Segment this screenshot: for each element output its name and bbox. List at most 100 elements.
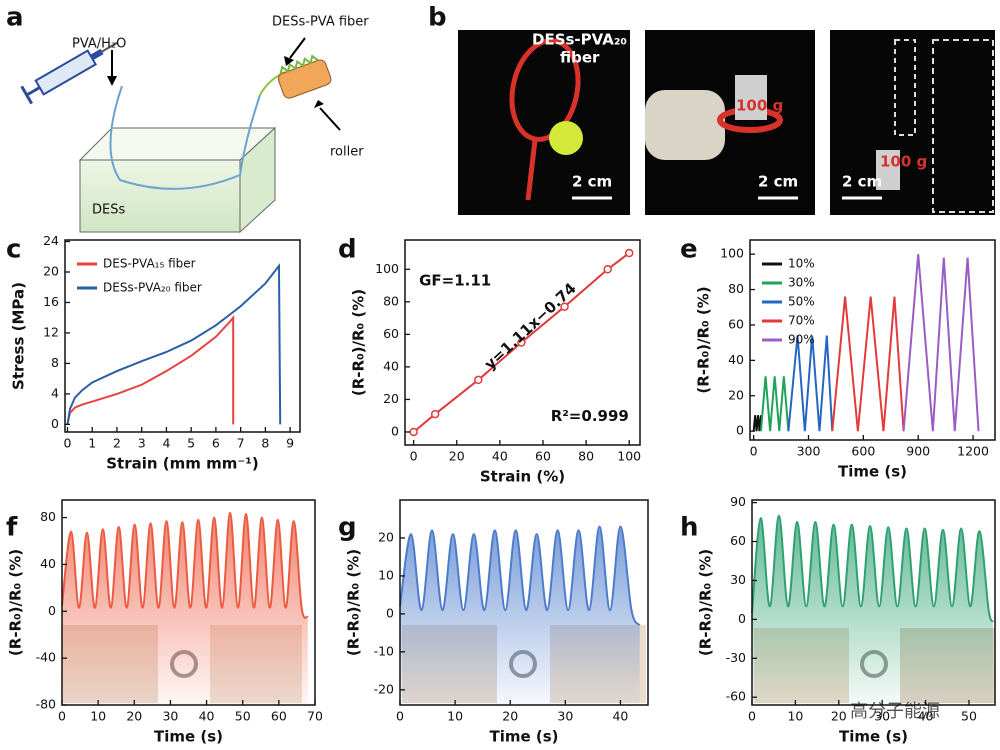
frame bbox=[404, 239, 641, 446]
annotation: y=1.11x−0.74 bbox=[481, 279, 580, 373]
x-tick-label: 8 bbox=[261, 436, 269, 451]
schematic: PVA/H₂O DESs-PVA fiber roller DESs bbox=[20, 15, 369, 234]
watermark: 高分子能源 bbox=[850, 701, 940, 722]
x-tick-label: 0 bbox=[748, 709, 756, 724]
chart: 0 10 20 30 40 50 60 70 -80 -40 0 40 80 Time (s) (R-R₀)… bbox=[7, 499, 323, 746]
y-tick-label: -60 bbox=[726, 689, 746, 704]
bath-label: DESs bbox=[92, 203, 125, 218]
line bbox=[751, 514, 994, 623]
x-tick-label: 300 bbox=[797, 444, 821, 459]
x-tick-label: 30 bbox=[557, 709, 573, 724]
y-tick-label: 40 bbox=[383, 358, 399, 373]
marker bbox=[409, 427, 418, 437]
x-tick-label: 10 bbox=[787, 709, 803, 724]
x-tick-label: 2 bbox=[113, 436, 121, 451]
x-axis-title: Time (s) bbox=[838, 463, 907, 481]
frame bbox=[751, 499, 996, 706]
y-tick-label: 20 bbox=[728, 387, 744, 402]
line bbox=[759, 376, 790, 432]
roller-label: roller bbox=[330, 145, 364, 160]
x-tick-label: 6 bbox=[212, 436, 220, 451]
x-tick-label: 0 bbox=[410, 449, 418, 464]
x-axis-title: Strain (mm mm⁻¹) bbox=[106, 455, 258, 473]
line bbox=[787, 335, 834, 432]
y-axis-title: (R-R₀)/R₀ (%) bbox=[345, 549, 363, 656]
panel-label: e bbox=[680, 235, 698, 265]
x-tick-label: 60 bbox=[535, 449, 551, 464]
marker bbox=[517, 338, 526, 347]
frame bbox=[399, 499, 649, 706]
annotation: GF=1.11 bbox=[419, 272, 491, 290]
y-tick-label: 10 bbox=[378, 567, 394, 582]
y-tick-label: 20 bbox=[43, 264, 59, 279]
y-axis-title: (R-R₀)/R₀ (%) bbox=[697, 549, 715, 656]
fiber-label: DESs-PVA fiber bbox=[272, 15, 369, 30]
y-tick-label: 0 bbox=[738, 611, 746, 626]
y-tick-label: 0 bbox=[386, 605, 394, 620]
weight-label: 100 g bbox=[736, 97, 783, 115]
y-tick-label: 100 bbox=[375, 261, 399, 276]
y-tick-label: 12 bbox=[43, 324, 59, 339]
y-axis-title: (R-R₀)/R₀ (%) bbox=[695, 286, 713, 393]
x-tick-label: 20 bbox=[126, 709, 142, 724]
line bbox=[66, 263, 282, 425]
legend-label: DES-PVA₁₅ fiber bbox=[103, 257, 196, 271]
chart: 0 10 20 30 40 -20 -10 0 10 20 Time (s) (R-R₀)/R₀ (%… bbox=[345, 499, 649, 746]
y-tick-label: 60 bbox=[730, 533, 746, 548]
x-tick-label: 50 bbox=[235, 709, 251, 724]
y-tick-label: -20 bbox=[374, 681, 394, 696]
x-tick-label: 1200 bbox=[957, 444, 989, 459]
x-axis-title: Time (s) bbox=[839, 728, 908, 746]
y-tick-label: 80 bbox=[728, 281, 744, 296]
chart: 0 10 20 30 40 50 -60 -30 0 30 60 90 Time (s) (R-R₀)/R… bbox=[697, 494, 996, 746]
x-tick-label: 0 bbox=[750, 444, 758, 459]
x-tick-label: 20 bbox=[502, 709, 518, 724]
x-tick-label: 7 bbox=[237, 436, 245, 451]
photo-label: fiber bbox=[560, 49, 600, 67]
x-tick-label: 40 bbox=[612, 709, 628, 724]
x-tick-label: 40 bbox=[199, 709, 215, 724]
panel-label: d bbox=[338, 235, 357, 265]
line bbox=[752, 415, 762, 432]
x-tick-label: 3 bbox=[138, 436, 146, 451]
x-tick-label: 1 bbox=[88, 436, 96, 451]
y-tick-label: -10 bbox=[374, 643, 394, 658]
y-tick-label: 30 bbox=[730, 572, 746, 587]
y-tick-label: 100 bbox=[720, 246, 744, 261]
y-tick-label: -80 bbox=[36, 697, 56, 712]
x-axis-title: Strain (%) bbox=[480, 468, 565, 486]
x-tick-label: 50 bbox=[961, 709, 977, 724]
legend-label: 70% bbox=[788, 314, 815, 328]
y-tick-label: 40 bbox=[40, 556, 56, 571]
y-tick-label: 90 bbox=[730, 494, 746, 509]
panel-label: a bbox=[6, 3, 24, 33]
y-axis-title: (R-R₀)/R₀ (%) bbox=[350, 289, 368, 396]
panel-label: f bbox=[6, 513, 18, 543]
frame bbox=[64, 239, 301, 433]
x-tick-label: 20 bbox=[831, 709, 847, 724]
panel-label: c bbox=[6, 235, 21, 265]
x-tick-label: 9 bbox=[286, 436, 294, 451]
x-tick-label: 80 bbox=[578, 449, 594, 464]
chart: 0 300 600 900 1200 0 20 40 60 80 100 Time (s) (R-R₀)… bbox=[695, 239, 996, 481]
marker bbox=[624, 248, 634, 258]
frame bbox=[749, 239, 996, 441]
weight-label: 100 g bbox=[880, 153, 927, 171]
panel-label: b bbox=[428, 3, 447, 33]
x-axis-title: Time (s) bbox=[154, 728, 223, 746]
area-fill bbox=[752, 515, 993, 705]
line bbox=[66, 314, 235, 425]
x-tick-label: 40 bbox=[918, 709, 934, 724]
y-tick-label: 0 bbox=[736, 423, 744, 438]
legend-label: 90% bbox=[788, 333, 815, 347]
y-tick-label: 80 bbox=[40, 509, 56, 524]
y-tick-label: -30 bbox=[726, 650, 746, 665]
marker bbox=[560, 302, 569, 311]
y-tick-label: 40 bbox=[728, 352, 744, 367]
x-tick-label: 30 bbox=[162, 709, 178, 724]
marker bbox=[474, 375, 483, 385]
y-tick-label: 8 bbox=[51, 355, 59, 370]
y-tick-label: 60 bbox=[728, 316, 744, 331]
panel-label: h bbox=[680, 513, 699, 543]
